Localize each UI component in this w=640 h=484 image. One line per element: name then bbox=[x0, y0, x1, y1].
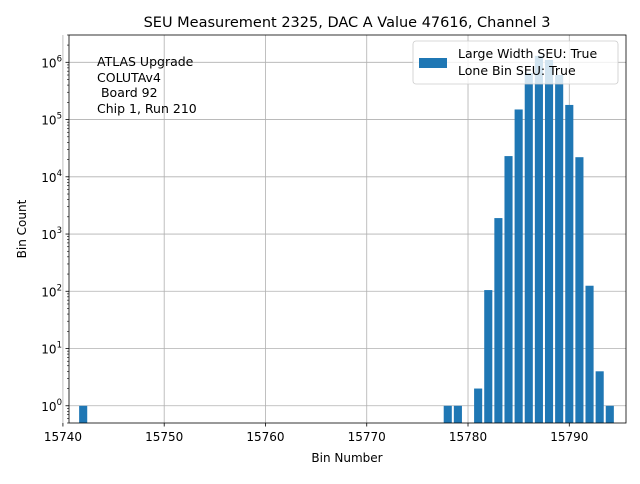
histogram-bar bbox=[484, 290, 493, 423]
histogram-bar bbox=[605, 405, 614, 423]
legend-swatch bbox=[419, 58, 447, 68]
histogram-bar bbox=[585, 285, 594, 423]
y-tick-label: 105 bbox=[41, 112, 62, 128]
plot-frame bbox=[68, 34, 627, 424]
annotation-text: ATLAS Upgrade COLUTAv4 Board 92 Chip 1, … bbox=[97, 54, 197, 116]
annotation-line-1: ATLAS Upgrade bbox=[97, 54, 194, 69]
histogram-bar bbox=[504, 156, 513, 423]
histogram-bar bbox=[575, 157, 584, 423]
x-tick-label: 15750 bbox=[145, 430, 183, 444]
y-tick-label: 101 bbox=[41, 341, 62, 357]
annotation-line-4: Chip 1, Run 210 bbox=[97, 101, 197, 116]
histogram-bar bbox=[494, 218, 503, 423]
bar-series bbox=[79, 55, 614, 424]
x-tick-label: 15790 bbox=[550, 430, 588, 444]
histogram-bar bbox=[565, 104, 574, 423]
legend: Large Width SEU: True Lone Bin SEU: True bbox=[412, 40, 619, 85]
histogram-bar bbox=[514, 109, 523, 423]
x-axis-label: Bin Number bbox=[311, 451, 382, 465]
annotation-line-3: Board 92 bbox=[97, 85, 158, 100]
x-tick-label: 15740 bbox=[44, 430, 82, 444]
legend-entry-2: Lone Bin SEU: True bbox=[458, 63, 576, 78]
y-tick-label: 100 bbox=[41, 398, 62, 414]
histogram-bar bbox=[443, 405, 452, 423]
x-tick-label: 15780 bbox=[449, 430, 487, 444]
histogram-bar bbox=[544, 59, 554, 424]
y-tick-label: 102 bbox=[41, 283, 62, 299]
histogram-bar bbox=[524, 73, 533, 423]
y-tick-label: 106 bbox=[41, 54, 62, 70]
grid-lines bbox=[62, 35, 626, 423]
chart-title: SEU Measurement 2325, DAC A Value 47616,… bbox=[144, 15, 551, 31]
y-tick-label: 103 bbox=[41, 226, 62, 242]
histogram-bar bbox=[595, 371, 604, 423]
x-tick-label: 15770 bbox=[348, 430, 386, 444]
annotation-line-2: COLUTAv4 bbox=[97, 70, 161, 85]
histogram-bar bbox=[534, 55, 543, 423]
legend-entry-1: Large Width SEU: True bbox=[458, 46, 597, 61]
histogram-bar bbox=[453, 405, 462, 423]
x-tick-label: 15760 bbox=[246, 430, 284, 444]
histogram-bar bbox=[79, 405, 88, 423]
y-tick-label: 104 bbox=[41, 169, 62, 185]
axis-ticks: 15740 15750 15760 15770 15780 15790 100 101 102 1… bbox=[41, 34, 588, 444]
histogram-bar bbox=[474, 388, 483, 423]
legend-box bbox=[412, 40, 619, 85]
y-axis-label: Bin Count bbox=[15, 199, 29, 258]
histogram-bar bbox=[555, 75, 564, 424]
